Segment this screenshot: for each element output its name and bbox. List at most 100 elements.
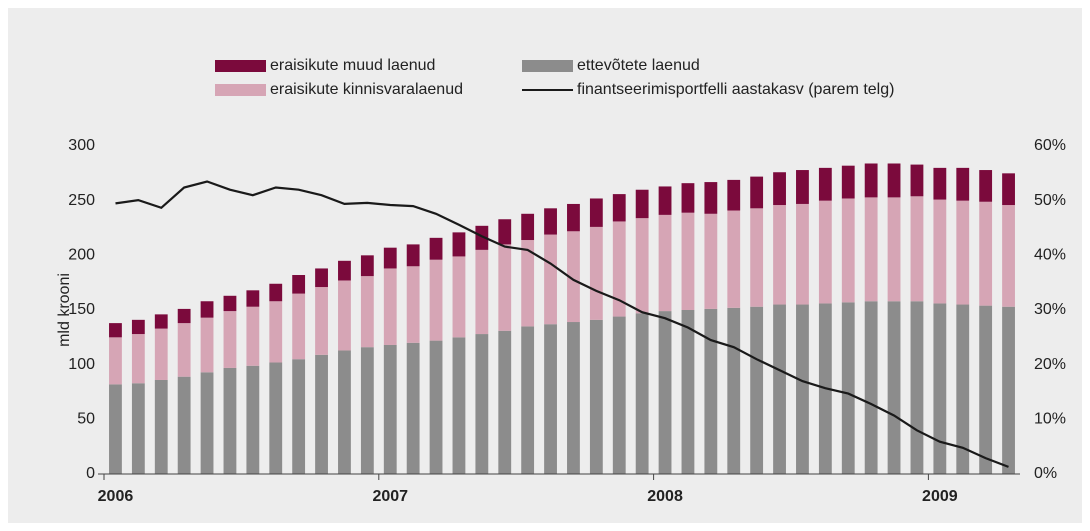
bar	[338, 350, 351, 474]
bar	[131, 334, 145, 384]
bar	[338, 260, 351, 281]
bar	[727, 179, 741, 211]
bar	[933, 199, 947, 304]
legend-label: ettevõtete laenud	[577, 57, 700, 74]
bar	[956, 304, 970, 474]
legend-swatch	[215, 84, 266, 96]
bar	[864, 163, 878, 198]
bar	[246, 365, 260, 474]
bar	[154, 314, 168, 329]
bar	[292, 293, 306, 360]
y-tick-label: 0	[86, 465, 95, 482]
bar	[406, 244, 420, 267]
bar	[521, 213, 535, 241]
bar	[1002, 173, 1015, 206]
bar	[589, 198, 603, 227]
y2-tick-label: 10%	[1034, 411, 1066, 428]
bar	[1002, 205, 1015, 307]
bar	[200, 317, 214, 373]
bar	[841, 198, 855, 303]
bar	[292, 275, 306, 294]
x-tick-label: 2006	[98, 488, 134, 505]
bar	[635, 218, 649, 314]
bar	[979, 201, 993, 306]
bar	[956, 167, 970, 201]
bar	[475, 225, 489, 250]
bar	[841, 165, 855, 199]
bar	[910, 301, 924, 474]
bar	[521, 326, 535, 474]
bar	[841, 302, 855, 474]
bar	[383, 344, 397, 474]
bar	[635, 313, 649, 474]
bar	[681, 310, 695, 474]
bar	[635, 189, 649, 219]
bar	[452, 337, 466, 474]
bar	[544, 324, 557, 474]
bar	[360, 347, 374, 474]
bar	[773, 205, 786, 305]
bar	[910, 164, 924, 197]
bar	[818, 167, 832, 201]
bar	[612, 221, 626, 317]
bar	[154, 328, 168, 380]
y2-tick-label: 40%	[1034, 247, 1066, 264]
bar	[406, 342, 420, 474]
bar	[773, 304, 786, 474]
bar	[360, 276, 374, 348]
bar	[315, 268, 328, 288]
bar	[704, 182, 718, 214]
bar	[109, 384, 122, 474]
bar	[360, 255, 374, 277]
x-tick-label: 2008	[647, 488, 683, 505]
line	[115, 180, 1009, 468]
bar	[200, 301, 214, 318]
bar	[704, 308, 718, 474]
bar	[429, 237, 443, 260]
bar	[1002, 306, 1015, 474]
bar	[612, 194, 626, 222]
bar	[406, 266, 420, 343]
bar	[544, 234, 557, 325]
bar	[429, 259, 443, 341]
bar	[567, 231, 580, 323]
bar	[498, 244, 512, 331]
bar	[727, 307, 741, 474]
bar	[383, 268, 397, 345]
bar	[773, 172, 786, 206]
bar	[246, 290, 260, 307]
legend-swatch	[215, 60, 266, 72]
bar	[567, 203, 580, 232]
bar	[979, 170, 993, 202]
x-tick-label: 2009	[922, 488, 958, 505]
bar	[910, 196, 924, 302]
bar	[864, 301, 878, 474]
bar	[704, 213, 718, 309]
bar	[315, 287, 328, 355]
bar	[177, 323, 191, 377]
bar	[658, 311, 672, 474]
bar	[498, 219, 512, 245]
bar	[177, 376, 191, 474]
bar	[269, 362, 283, 474]
bar	[200, 372, 214, 474]
bar	[658, 214, 672, 312]
bar	[521, 240, 535, 327]
bar	[589, 319, 603, 474]
y-tick-label: 150	[68, 301, 95, 318]
bar	[223, 295, 237, 312]
bar	[864, 197, 878, 302]
y2-tick-label: 0%	[1034, 465, 1057, 482]
bar	[315, 354, 328, 474]
y-tick-label: 250	[68, 192, 95, 209]
bar	[246, 306, 260, 366]
bar	[498, 330, 512, 474]
bar	[727, 210, 741, 308]
bar	[475, 334, 489, 474]
bar	[612, 316, 626, 474]
bar	[475, 249, 489, 335]
bar	[750, 306, 764, 474]
y-tick-label: 100	[68, 356, 95, 373]
y-axis-label: mld krooni	[56, 273, 73, 347]
legend-label: eraisikute kinnisvaralaenud	[270, 81, 463, 98]
